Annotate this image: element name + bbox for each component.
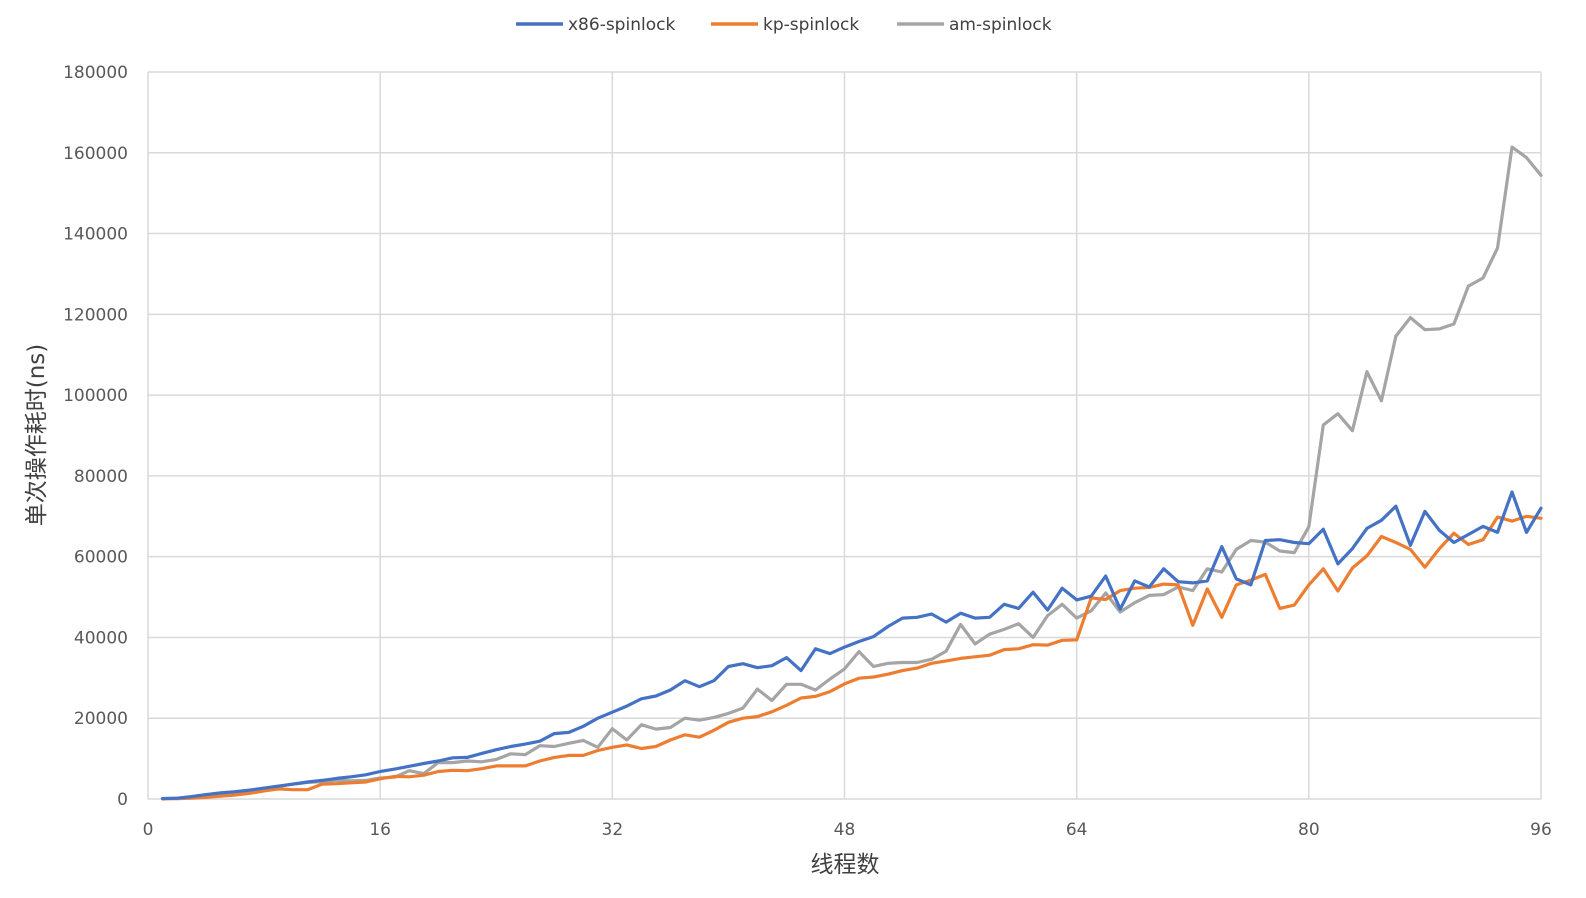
x-tick-label: 64 (1066, 820, 1088, 840)
x-tick-label: 0 (143, 820, 154, 840)
y-axis-title: 单次操作耗时(ns) (24, 344, 50, 527)
series-line-x86-spinlock (160, 490, 1543, 801)
y-tick-label: 120000 (63, 305, 128, 325)
x-axis-title: 线程数 (811, 852, 880, 878)
y-tick-label: 160000 (63, 144, 128, 164)
x-tick-label: 80 (1298, 820, 1320, 840)
x-tick-label: 96 (1530, 820, 1552, 840)
legend-label-x86-spinlock: x86-spinlock (568, 15, 675, 35)
y-tick-label: 40000 (74, 628, 128, 648)
legend-label-kp-spinlock: kp-spinlock (763, 15, 859, 35)
y-tick-label: 180000 (63, 63, 128, 83)
x-tick-label: 16 (369, 820, 391, 840)
legend-label-am-spinlock: am-spinlock (949, 15, 1052, 35)
y-tick-label: 0 (117, 790, 128, 810)
series-line-kp-spinlock (160, 514, 1543, 801)
y-tick-label: 20000 (74, 709, 128, 729)
y-tick-label: 80000 (74, 467, 128, 487)
grid-lines (147, 71, 1542, 800)
y-tick-label: 60000 (74, 548, 128, 568)
legend: x86-spinlock kp-spinlock am-spinlock (516, 15, 1052, 35)
series-lines (160, 145, 1543, 801)
x-tick-label: 48 (834, 820, 856, 840)
y-tick-label: 100000 (63, 386, 128, 406)
y-tick-label: 140000 (63, 225, 128, 245)
series-line-am-spinlock (160, 145, 1543, 801)
x-tick-label: 32 (602, 820, 624, 840)
x-axis-tick-labels: 0 16 32 48 64 80 96 (143, 820, 1552, 840)
y-axis-tick-labels: 0 20000 40000 60000 80000 100000 120000 140000 1… (63, 63, 128, 810)
